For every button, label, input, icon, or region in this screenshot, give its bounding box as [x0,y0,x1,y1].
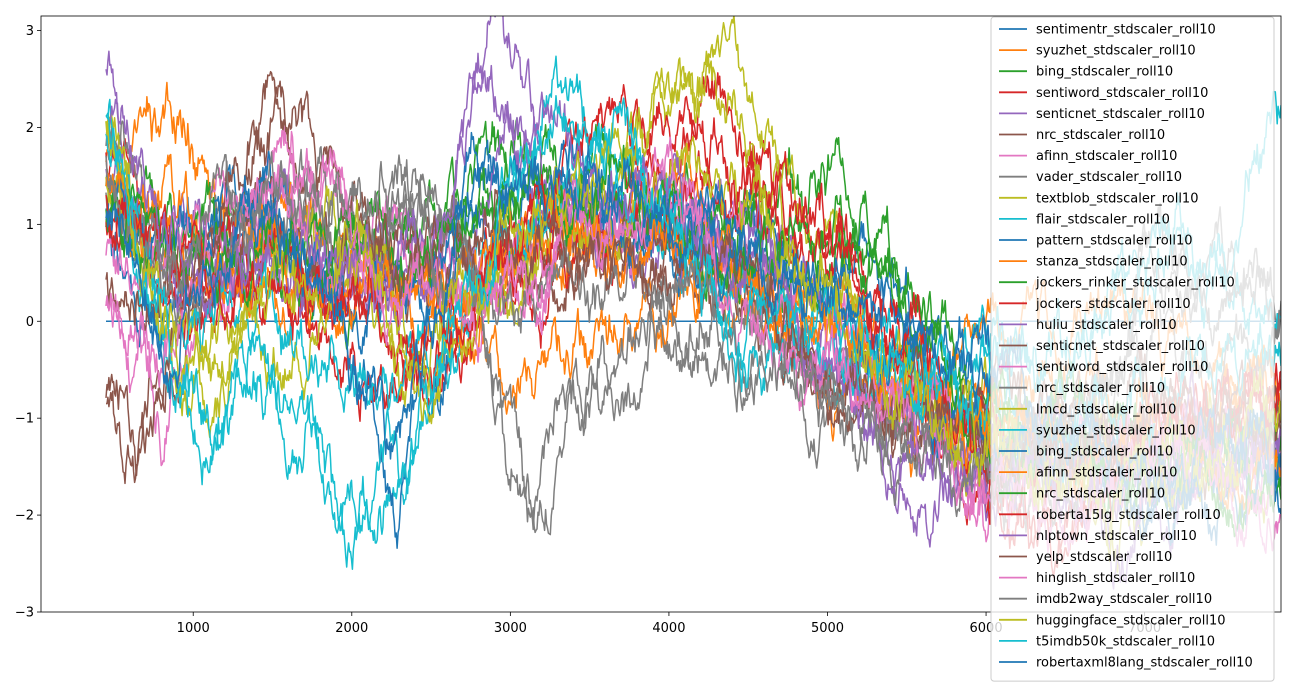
legend-label: sentiword_stdscaler_roll10 [1036,360,1208,375]
y-tick-label: −1 [15,412,34,427]
legend-label: vader_stdscaler_roll10 [1036,170,1182,185]
y-tick-label: 0 [26,315,34,330]
legend-label: roberta15lg_stdscaler_roll10 [1036,508,1221,523]
legend-label: yelp_stdscaler_roll10 [1036,550,1172,565]
x-tick-label: 3000 [494,621,527,636]
x-tick-label: 1000 [177,621,210,636]
legend-label: pattern_stdscaler_roll10 [1036,234,1193,249]
legend-label: jockers_stdscaler_roll10 [1035,297,1191,312]
x-tick-label: 5000 [811,621,844,636]
legend-label: lmcd_stdscaler_roll10 [1036,402,1176,417]
legend-label: robertaxml8lang_stdscaler_roll10 [1036,656,1253,671]
y-tick-label: 3 [26,24,34,39]
legend-label: hinglish_stdscaler_roll10 [1036,571,1195,586]
legend-label: afinn_stdscaler_roll10 [1036,466,1177,481]
y-tick-label: 2 [26,121,34,136]
legend-label: senticnet_stdscaler_roll10 [1036,339,1205,354]
y-tick-label: −3 [15,606,34,621]
legend-label: huggingface_stdscaler_roll10 [1036,613,1226,628]
x-tick-label: 2000 [335,621,368,636]
legend-label: nrc_stdscaler_roll10 [1036,381,1165,396]
legend-label: senticnet_stdscaler_roll10 [1036,107,1205,122]
legend-label: bing_stdscaler_roll10 [1036,65,1173,80]
legend-label: flair_stdscaler_roll10 [1036,212,1170,227]
y-tick-label: 1 [26,218,34,233]
legend: sentimentr_stdscaler_roll10 syuzhet_stdsc… [990,16,1275,682]
legend-label: sentimentr_stdscaler_roll10 [1036,23,1216,38]
legend-label: imdb2way_stdscaler_roll10 [1036,592,1212,607]
legend-label: syuzhet_stdscaler_roll10 [1036,423,1196,438]
legend-label: huliu_stdscaler_roll10 [1036,318,1177,333]
legend-label: nlptown_stdscaler_roll10 [1036,529,1197,544]
x-tick-label: 4000 [652,621,685,636]
legend-label: jockers_rinker_stdscaler_roll10 [1035,276,1235,291]
legend-label: afinn_stdscaler_roll10 [1036,149,1177,164]
legend-label: textblob_stdscaler_roll10 [1036,191,1198,206]
y-tick-label: −2 [15,509,34,524]
legend-label: syuzhet_stdscaler_roll10 [1036,44,1196,59]
legend-label: t5imdb50k_stdscaler_roll10 [1036,634,1215,649]
plot-frame [40,15,1282,613]
legend-box [990,16,1275,682]
legend-label: nrc_stdscaler_roll10 [1036,487,1165,502]
legend-label: stanza_stdscaler_roll10 [1036,255,1188,270]
legend-label: sentiword_stdscaler_roll10 [1036,86,1208,101]
legend-label: nrc_stdscaler_roll10 [1036,128,1165,143]
legend-label: bing_stdscaler_roll10 [1036,445,1173,460]
